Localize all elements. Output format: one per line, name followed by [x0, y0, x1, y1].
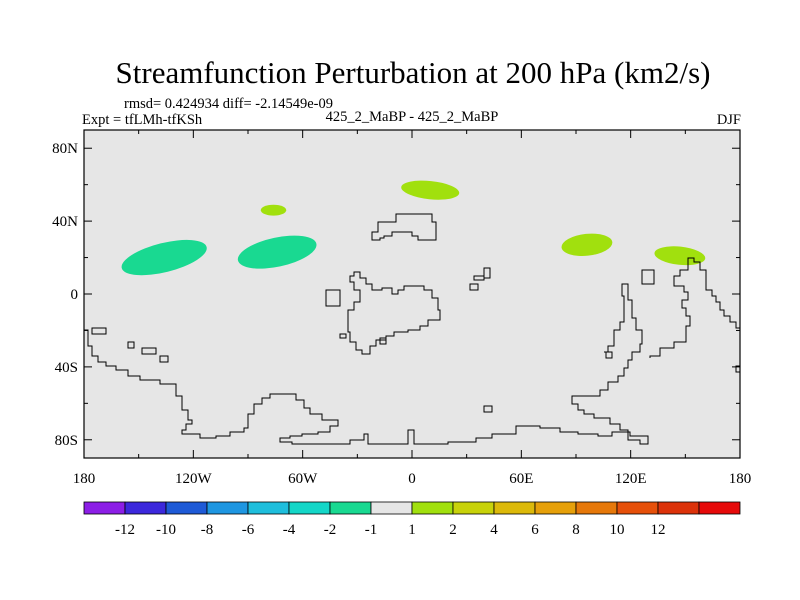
colorbar-swatch: [206, 501, 249, 515]
experiment-label: Expt = tfLMh-tfKSh: [82, 112, 203, 128]
coastline-islet-12: [605, 351, 613, 359]
lon-tick-label: 0: [408, 471, 416, 487]
anomaly-layer: [121, 180, 706, 276]
lat-tick-label: 80N: [52, 141, 78, 157]
figure-title: Streamfunction Perturbation at 200 hPa (…: [116, 55, 711, 90]
coastline-islet-4: [473, 275, 485, 281]
colorbar-swatch: [452, 501, 495, 515]
coastline-islet-3: [469, 283, 479, 291]
coastline-east-block: [649, 257, 740, 358]
coastline-islet-11: [641, 269, 655, 285]
colorbar-swatch: [165, 501, 208, 515]
lon-tick-label: 180: [729, 471, 752, 487]
axis-ticks: [83, 130, 741, 458]
colorbar-swatch: [575, 501, 618, 515]
colorbar-swatch: [288, 501, 331, 515]
colorbar-boxes: [83, 501, 741, 515]
colorbar-swatch: [493, 501, 536, 515]
coastline-islet-10: [159, 355, 169, 363]
axis-tick-labels: 80N 40N 0 40S 80S 180 120W 60W 0 60E 120E 180: [52, 141, 751, 487]
colorbar-label: -1: [365, 522, 378, 538]
anomaly-negative-1: [121, 239, 207, 276]
anomaly-positive-4: [654, 246, 706, 266]
anomaly-positive-1: [260, 204, 287, 216]
lon-tick-label: 120W: [175, 471, 213, 487]
lon-tick-label: 60W: [288, 471, 318, 487]
colorbar-swatch: [698, 501, 741, 515]
coastline-islet-2: [379, 337, 387, 345]
coastline-islet-9: [141, 347, 157, 355]
colorbar: -12 -10 -8 -6 -4 -2 -1 1 2 4 6 8 10 12: [83, 501, 741, 538]
coastline: [84, 213, 740, 445]
lon-tick-label: 120E: [615, 471, 647, 487]
coastline-islet-8: [127, 341, 135, 349]
stats-text: rmsd= 0.424934 diff= -2.14549e-09: [124, 96, 333, 112]
coastline-central-america: [347, 271, 441, 355]
colorbar-label: -8: [201, 522, 214, 538]
colorbar-swatch: [534, 501, 577, 515]
coastline-islet-7: [91, 327, 107, 335]
lat-tick-label: 0: [71, 287, 79, 303]
lat-tick-label: 80S: [55, 433, 78, 449]
lon-tick-label: 180: [73, 471, 96, 487]
lat-tick-label: 40S: [55, 360, 78, 376]
anomaly-positive-2: [401, 180, 460, 200]
colorbar-label: -10: [156, 522, 176, 538]
colorbar-label: -2: [324, 522, 337, 538]
colorbar-label: 8: [572, 522, 580, 538]
coastline-islet-1: [339, 333, 347, 339]
coastline-north-america: [371, 213, 437, 241]
colorbar-labels: -12 -10 -8 -6 -4 -2 -1 1 2 4 6 8 10 12: [115, 522, 666, 538]
colorbar-swatch: [657, 501, 700, 515]
colorbar-swatch: [329, 501, 372, 515]
colorbar-label: 12: [651, 522, 666, 538]
coastline-south-america: [325, 289, 341, 307]
colorbar-swatch: [616, 501, 659, 515]
coastline-islet-5: [483, 267, 491, 279]
coastline-islet-6: [483, 405, 493, 413]
season-label: DJF: [717, 112, 741, 128]
coastline-east-edge: [735, 365, 740, 373]
colorbar-label: 2: [449, 522, 457, 538]
colorbar-label: 6: [531, 522, 539, 538]
case-label: 425_2_MaBP - 425_2_MaBP: [326, 109, 499, 125]
colorbar-label: 1: [408, 522, 416, 538]
colorbar-label: -12: [115, 522, 135, 538]
map-panel: 80N 40N 0 40S 80S 180 120W 60W 0 60E 120E 180: [52, 129, 751, 487]
lon-tick-label: 60E: [509, 471, 533, 487]
anomaly-negative-2: [237, 235, 317, 269]
coastline-west-edge: [84, 283, 649, 445]
colorbar-swatch: [83, 501, 126, 515]
lat-tick-label: 40N: [52, 214, 78, 230]
anomaly-positive-3: [561, 233, 613, 256]
colorbar-swatch: [411, 501, 454, 515]
colorbar-label: 4: [490, 522, 498, 538]
colorbar-label: 10: [610, 522, 625, 538]
colorbar-label: -4: [283, 522, 296, 538]
colorbar-label: -6: [242, 522, 255, 538]
colorbar-swatch: [124, 501, 167, 515]
colorbar-swatch: [247, 501, 290, 515]
colorbar-swatch: [370, 501, 413, 515]
